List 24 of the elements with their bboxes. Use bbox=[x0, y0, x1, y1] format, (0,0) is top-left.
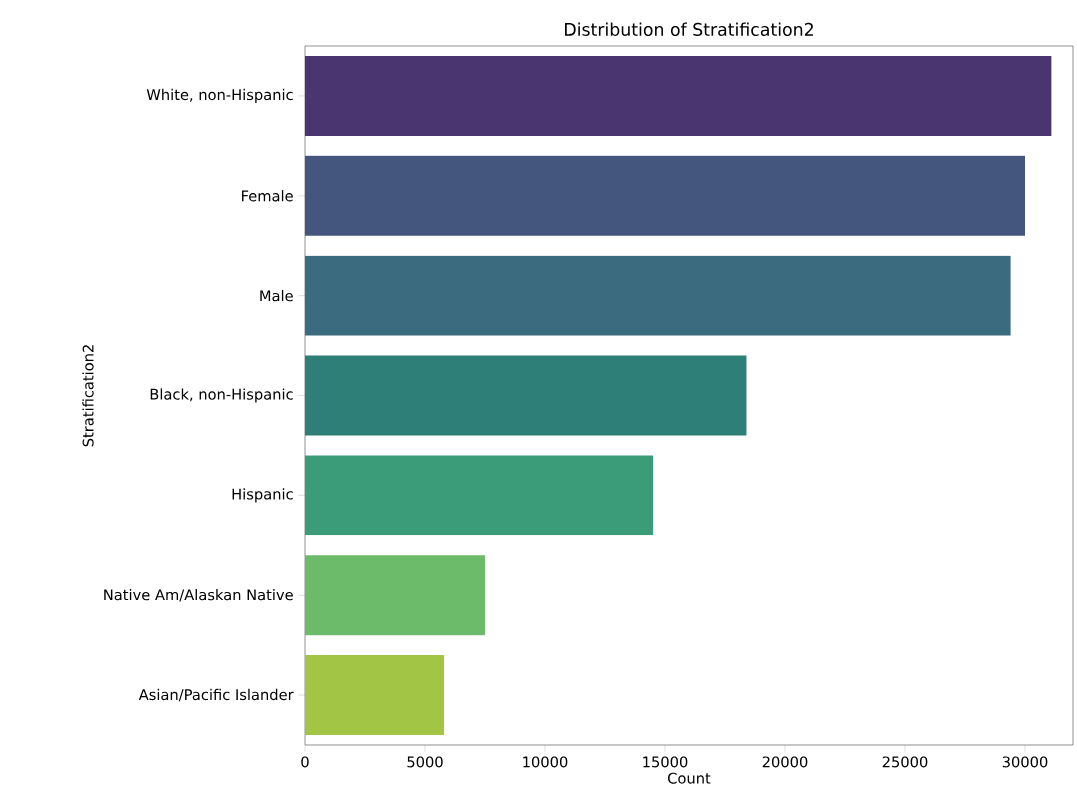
x-tick-label: 30000 bbox=[1002, 756, 1048, 768]
x-tick-label: 5000 bbox=[407, 756, 443, 768]
bar bbox=[305, 155, 1025, 236]
x-tick-label: 15000 bbox=[643, 756, 688, 768]
y-tick-label: Black, non-Hispanic bbox=[150, 388, 293, 403]
x-tick-label: 25000 bbox=[882, 756, 928, 768]
x-axis-title: Count bbox=[668, 772, 711, 784]
y-tick-label: White, non-Hispanic bbox=[146, 88, 293, 104]
y-tick-label: Female bbox=[242, 190, 293, 202]
bar bbox=[305, 555, 485, 636]
y-axis-title: Stratification2 bbox=[82, 345, 94, 447]
bar bbox=[305, 455, 653, 536]
y-tick-label: Native Am/Alaskan Native bbox=[104, 588, 293, 602]
bar bbox=[305, 55, 1052, 136]
y-tick-label: Hispanic bbox=[232, 488, 293, 503]
x-tick-label: 10000 bbox=[523, 756, 568, 768]
bar bbox=[305, 255, 1011, 336]
x-tick-label: 20000 bbox=[762, 756, 808, 768]
bar bbox=[305, 655, 445, 736]
x-tick-label: 0 bbox=[301, 756, 309, 768]
y-tick-label: Male bbox=[260, 289, 293, 302]
chart-title: Distribution of Stratification2 bbox=[565, 22, 813, 36]
y-tick-label: Asian/Pacific Islander bbox=[138, 688, 294, 702]
bar bbox=[305, 355, 747, 436]
